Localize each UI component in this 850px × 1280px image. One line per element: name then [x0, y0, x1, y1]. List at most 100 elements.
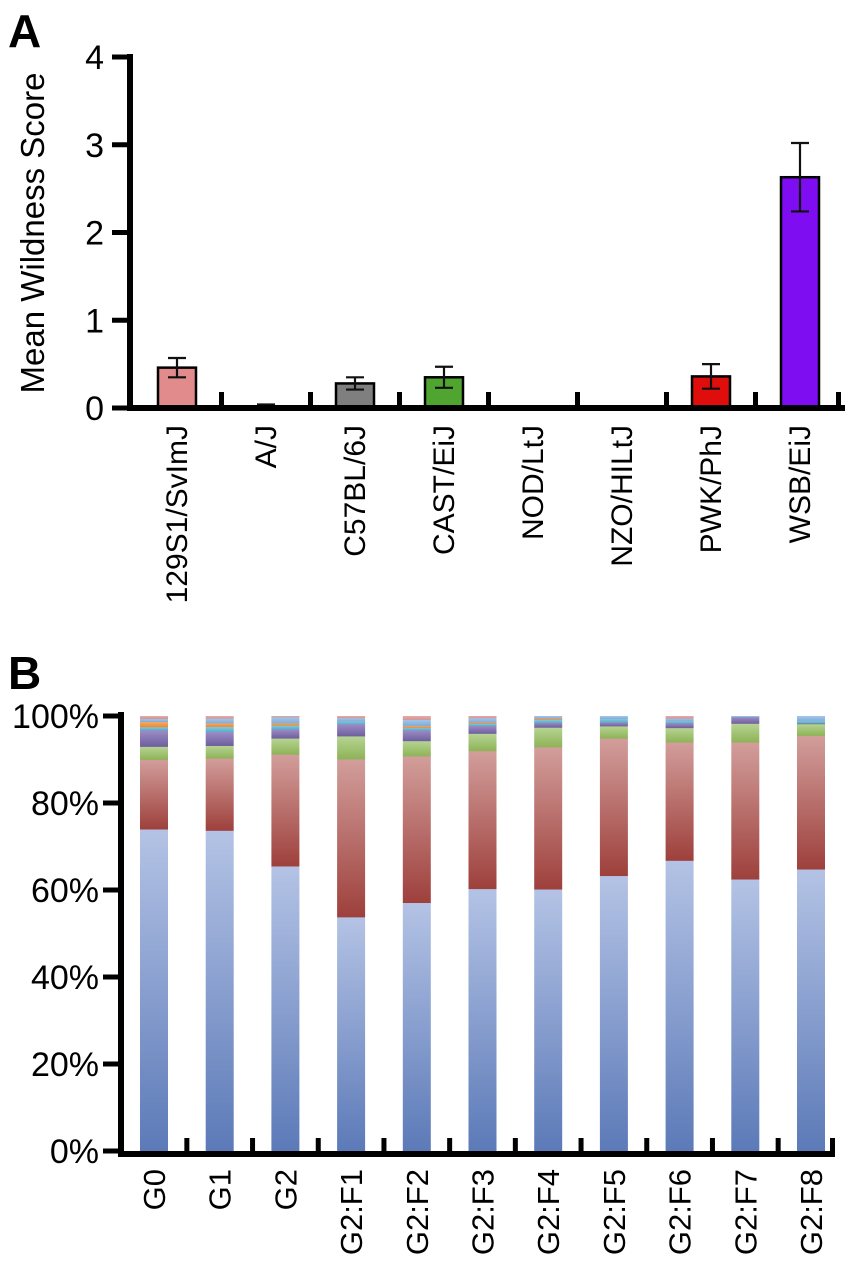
- segment-G2:F3-purple: [468, 725, 497, 734]
- x-tick: [836, 392, 841, 405]
- x-tick: [512, 1138, 518, 1151]
- panel-b-stacked-bar-chart: 0% 20% 40% 60% 80% 100% G0 G1 G2 G2:F1 G2:F2 G2:F3 G…: [12, 698, 835, 1255]
- y-tick: [103, 974, 118, 980]
- segment-G2-red: [271, 754, 300, 867]
- x-tick: [775, 1138, 781, 1151]
- x-tick: [447, 1138, 453, 1151]
- segment-G2:F6-green: [665, 727, 694, 743]
- segment-G2:F8-green: [797, 723, 825, 736]
- x-tick: [315, 1138, 321, 1151]
- x-tick: [381, 1138, 387, 1151]
- x-tick: [753, 392, 758, 405]
- segment-G2:F5-red: [599, 738, 628, 877]
- x-label-NZO/HILtJ: NZO/HILtJ: [606, 425, 639, 567]
- segment-G2:F1-purple: [337, 723, 366, 737]
- segment-G2:F5-green: [599, 726, 628, 739]
- x-label-G2:F6: G2:F6: [663, 1169, 698, 1255]
- segment-G2:F1-skyblue: [337, 717, 366, 722]
- segment-G2:F6-purple: [665, 722, 694, 729]
- x-tick: [397, 392, 402, 405]
- segment-G0-purple: [140, 729, 168, 747]
- segment-G2:F7-blue: [731, 879, 760, 1152]
- segment-G2:F4-green: [534, 727, 563, 748]
- x-tick: [709, 1138, 715, 1151]
- segment-G1-teal: [205, 726, 234, 733]
- x-label-A/J: A/J: [250, 425, 283, 468]
- segment-G0-red: [140, 759, 168, 830]
- y-tick: [112, 142, 127, 148]
- segment-G2:F8-blue: [797, 869, 825, 1152]
- y-tick-label: 60%: [31, 872, 99, 910]
- segment-G2:F7-green: [731, 723, 760, 743]
- segment-G2:F6-pink: [665, 716, 694, 719]
- panel-a-letter: A: [8, 5, 42, 57]
- segment-G2:F3-orange: [468, 722, 497, 724]
- segment-G2:F3-blue: [468, 888, 497, 1152]
- segment-G2:F3-green: [468, 733, 497, 752]
- x-tick: [250, 1138, 256, 1151]
- segment-G2:F6-red: [665, 742, 694, 861]
- segment-G2:F7-skyblue: [731, 716, 760, 718]
- segment-G2:F7-purple: [731, 716, 760, 724]
- segment-G2-teal: [271, 725, 300, 730]
- x-label-G2:F1: G2:F1: [334, 1169, 369, 1255]
- x-tick: [575, 392, 580, 405]
- x-label-G2: G2: [268, 1169, 303, 1210]
- segment-G2:F3-pink: [468, 716, 497, 719]
- y-tick: [103, 800, 118, 806]
- y-tick-label: 3: [85, 127, 104, 165]
- segment-G2:F8-red: [797, 735, 825, 870]
- segment-G2-blue: [271, 866, 300, 1152]
- segment-G2-skyblue: [271, 716, 300, 724]
- x-tick: [219, 392, 224, 405]
- segment-G2:F6-teal: [665, 720, 694, 724]
- y-axis-line: [127, 54, 133, 411]
- y-tick-label: 20%: [31, 1046, 99, 1084]
- segment-G2:F5-teal: [599, 718, 628, 723]
- x-tick: [644, 1138, 650, 1151]
- segment-G1-orange: [205, 722, 234, 727]
- y-tick-label: 2: [85, 215, 104, 253]
- segment-G2:F4-red: [534, 746, 563, 890]
- segment-G2:F5-blue: [599, 875, 628, 1152]
- x-tick: [486, 392, 491, 405]
- segment-G0-green: [140, 746, 168, 760]
- panel-a-bar-chart: 0 1 2 3 4 Mean Wildness Score 129S1/SvImJ A/J C5…: [14, 39, 845, 603]
- segment-G1-purple: [205, 731, 234, 746]
- segment-G2:F4-teal: [534, 719, 563, 723]
- x-axis-line: [118, 1151, 835, 1157]
- x-tick: [184, 1138, 190, 1151]
- segment-G2:F2-purple: [402, 729, 431, 742]
- x-label-G1: G1: [203, 1169, 238, 1210]
- segment-G2:F3-skyblue: [468, 717, 497, 723]
- y-tick-label: 80%: [31, 785, 99, 823]
- segment-G2:F4-purple: [534, 722, 563, 728]
- segment-G2-green: [271, 738, 300, 755]
- x-tick: [308, 392, 313, 405]
- y-tick: [103, 887, 118, 893]
- x-tick: [830, 1138, 835, 1151]
- segment-G2:F1-green: [337, 736, 366, 760]
- y-axis-title: Mean Wildness Score: [14, 73, 51, 394]
- segment-G2:F1-red: [337, 759, 366, 918]
- y-tick: [112, 405, 127, 411]
- y-tick-label: 0: [85, 390, 104, 428]
- x-label-G2:F3: G2:F3: [466, 1169, 501, 1255]
- segment-G2:F8-teal: [797, 720, 825, 724]
- y-tick-label: 40%: [31, 959, 99, 997]
- y-tick-label: 0%: [50, 1133, 99, 1171]
- panel-b-letter: B: [8, 647, 42, 699]
- x-label-NOD/LtJ: NOD/LtJ: [517, 425, 550, 540]
- x-label-G2:F7: G2:F7: [728, 1169, 763, 1255]
- segment-G2:F2-pink: [402, 716, 431, 720]
- y-tick: [112, 230, 127, 235]
- segment-G2:F5-skyblue: [599, 716, 628, 720]
- segment-G2:F4-orange: [534, 718, 563, 720]
- x-label-CAST/EiJ: CAST/EiJ: [428, 425, 461, 555]
- x-axis-line: [127, 405, 845, 411]
- segment-G1-skyblue: [205, 718, 234, 724]
- segment-G0-blue: [140, 829, 168, 1152]
- segment-G2:F2-green: [402, 740, 431, 757]
- segment-G0-orange: [140, 721, 168, 728]
- x-label-PWK/PhJ: PWK/PhJ: [695, 425, 728, 553]
